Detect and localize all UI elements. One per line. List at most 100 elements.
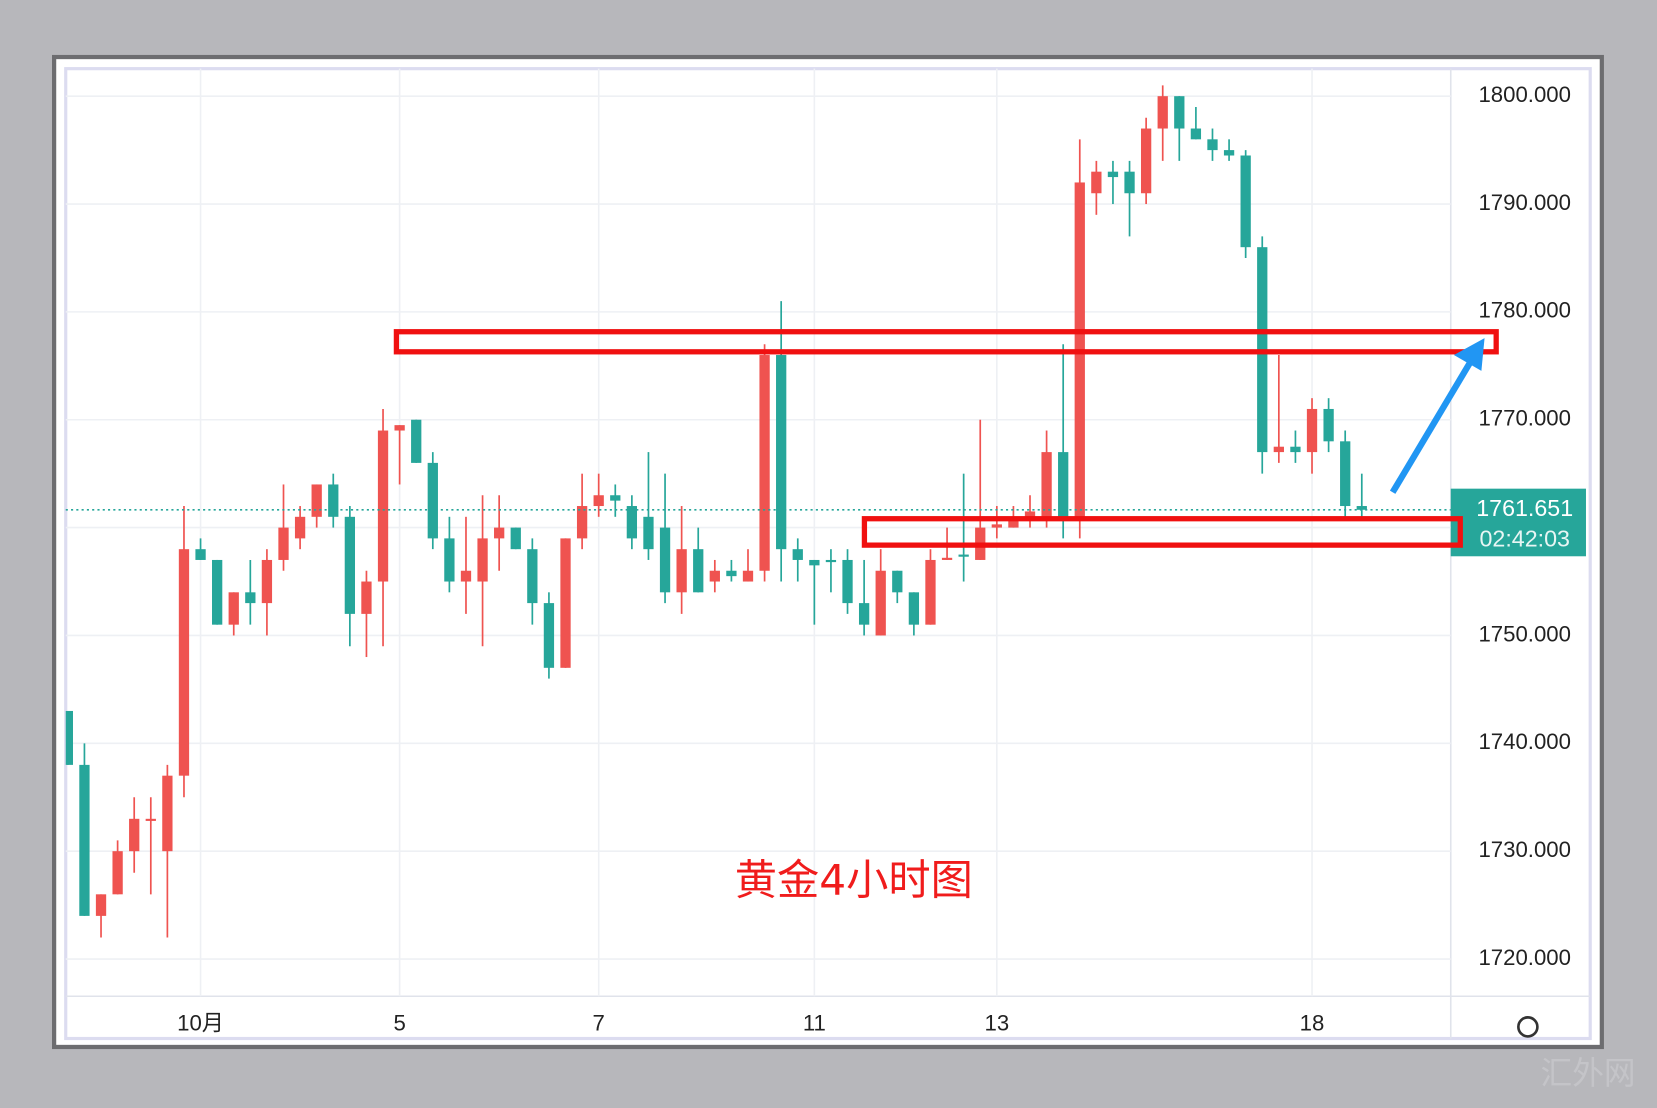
candle-body <box>411 419 422 463</box>
candle-body <box>494 527 505 539</box>
candle-body <box>576 506 588 539</box>
candle-body <box>112 851 123 895</box>
candle-body <box>79 764 90 916</box>
candle-body <box>908 592 920 625</box>
candle-body <box>1207 139 1218 151</box>
candle-body <box>1058 452 1069 517</box>
candle-body <box>626 506 638 539</box>
candle-body <box>726 570 737 577</box>
candle-body <box>278 527 289 560</box>
watermark: 汇外网 <box>1541 1056 1636 1092</box>
candle-body <box>759 355 770 571</box>
y-tick-label: 1780.000 <box>1478 298 1570 323</box>
candle-body <box>892 570 903 593</box>
x-tick-label: 7 <box>593 1011 605 1036</box>
support-box <box>861 516 1463 548</box>
candle-body <box>643 516 654 550</box>
candle-body <box>1190 128 1202 140</box>
candle-body <box>809 559 820 566</box>
candle-body <box>444 538 455 582</box>
x-tick-label: 5 <box>393 1011 405 1036</box>
y-tick-label: 1740.000 <box>1478 729 1570 754</box>
candle-body <box>477 538 488 582</box>
y-tick-label: 1770.000 <box>1478 406 1570 431</box>
overlay: 1761.651 02:42:03 <box>65 488 1586 557</box>
candle-body <box>593 495 604 507</box>
candle-body <box>361 581 372 614</box>
annotation: 黄金4小时图 <box>735 856 973 905</box>
candle-body <box>311 484 322 517</box>
candle-body <box>560 538 571 668</box>
candle-body <box>1024 511 1036 517</box>
candle-body <box>1306 408 1318 453</box>
x-tick-label: 13 <box>984 1011 1009 1036</box>
candle-body <box>693 549 704 593</box>
candle-body <box>991 524 1002 528</box>
candle-body <box>676 549 687 593</box>
candle-body <box>195 549 206 560</box>
candle-body <box>659 527 671 593</box>
candle-body <box>792 549 803 560</box>
candle-body <box>1124 171 1135 194</box>
x-tick-label: 11 <box>803 1011 826 1036</box>
candle-body <box>742 570 754 582</box>
countdown-label: 02:42:03 <box>1479 526 1569 552</box>
candle-body <box>527 549 538 604</box>
arrow <box>1389 359 1474 494</box>
frame <box>52 54 1604 1050</box>
candle-body <box>1240 155 1251 248</box>
candle-body <box>543 603 555 668</box>
candle-body <box>212 559 223 625</box>
candle-body <box>1140 128 1152 194</box>
candle-body <box>925 559 936 625</box>
last-price-label: 1761.651 <box>1476 495 1573 521</box>
candle-body <box>129 818 140 852</box>
candle-body <box>776 355 787 550</box>
x-tick-label: 10月 <box>177 1011 224 1036</box>
candle-body <box>1107 171 1119 178</box>
y-tick-label: 1720.000 <box>1478 945 1570 970</box>
candle-body <box>958 554 969 557</box>
y-tick-label: 1730.000 <box>1478 837 1570 862</box>
y-tick-label: 1800.000 <box>1478 82 1570 107</box>
candle-body <box>842 559 853 604</box>
last-price-box <box>1450 488 1586 557</box>
candle-body <box>344 516 356 614</box>
candle-body <box>245 592 256 604</box>
resistance-box <box>393 329 1499 355</box>
candle-body <box>377 430 389 582</box>
candle-body <box>145 818 156 821</box>
candle-body <box>162 775 173 852</box>
candle-body <box>261 559 273 604</box>
candle-body <box>427 462 438 539</box>
x-tick-label: 18 <box>1300 1011 1325 1036</box>
candle-body <box>394 425 405 431</box>
candle-body <box>1223 150 1235 156</box>
candle-body <box>228 592 239 625</box>
candle-body <box>1091 171 1102 194</box>
candle-body <box>1356 506 1367 510</box>
candle-body <box>709 570 720 582</box>
candle-body <box>1157 96 1168 129</box>
grid: 1720.0001730.0001740.0001750.0001760.000… <box>65 68 1571 1036</box>
candle-body <box>1174 96 1185 129</box>
candle-body <box>1041 452 1052 517</box>
candle-body <box>858 603 870 625</box>
candle-body <box>1323 408 1334 442</box>
inner-frame <box>64 67 1592 1041</box>
candle-body <box>1273 446 1284 453</box>
candle-body <box>65 710 73 765</box>
candle-body <box>610 495 621 501</box>
candle-body <box>460 570 472 582</box>
candle-body <box>95 894 107 916</box>
settings-icon[interactable] <box>1517 1016 1539 1038</box>
candle-body <box>1290 446 1301 453</box>
candle-body <box>328 484 339 517</box>
candle-body <box>825 559 837 563</box>
candle-body <box>294 516 306 539</box>
candle-body <box>178 549 190 776</box>
candle-body <box>941 557 953 560</box>
arrow-head <box>1453 338 1485 371</box>
